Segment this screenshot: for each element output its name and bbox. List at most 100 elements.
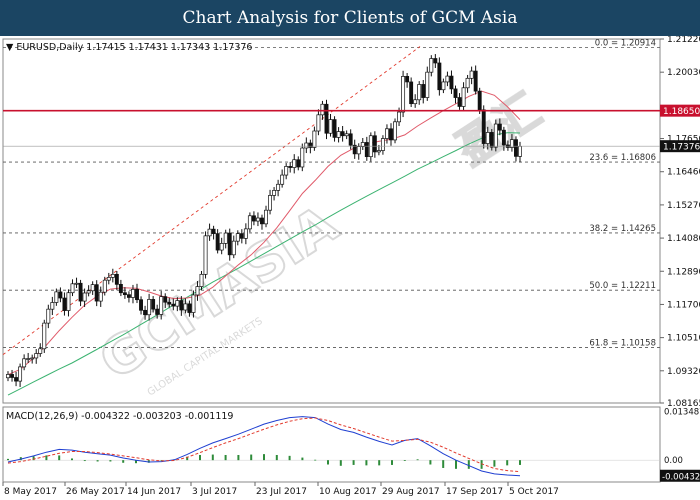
macd-histogram-bar [314, 459, 317, 461]
candle-body [82, 292, 87, 302]
candle-body [348, 133, 353, 146]
candle-body [380, 138, 385, 151]
candle-body [151, 299, 156, 310]
candle-body [26, 358, 31, 360]
x-tick-label: 23 Jul 2017 [256, 487, 307, 497]
candle-body [118, 284, 123, 294]
macd-histogram-bar [122, 460, 125, 463]
macd-histogram-bar [250, 454, 253, 461]
candle-body [393, 121, 397, 141]
fib-label: 50.0 = 1.12211 [589, 281, 656, 291]
candle-body [18, 366, 23, 382]
candle-body [239, 233, 244, 239]
y-tick-label: 1.21220 [667, 36, 700, 45]
candle-body [344, 133, 349, 137]
candle-body [288, 166, 293, 168]
candle-body [280, 174, 285, 185]
candle-body [199, 273, 204, 287]
candle-body [461, 87, 466, 107]
candle-body [135, 289, 139, 301]
candle-body [413, 99, 418, 105]
candle-body [429, 58, 434, 73]
candle-body [481, 109, 486, 144]
candle-body [316, 114, 321, 132]
candle-body [493, 123, 498, 148]
candle-body [195, 286, 200, 296]
candle-body [94, 284, 99, 302]
macd-histogram-bar [96, 460, 99, 462]
candle-body [30, 357, 35, 360]
candle-body [465, 77, 470, 89]
candle-body [433, 58, 438, 64]
candle-body [268, 195, 272, 211]
macd-histogram-bar [442, 460, 445, 468]
x-tick-label: 3 Jul 2017 [192, 487, 237, 497]
candle-body [131, 289, 135, 298]
x-tick-label: 5 Oct 2017 [509, 487, 559, 497]
candle-body [175, 300, 180, 307]
macd-histogram-bar [391, 460, 393, 465]
macd-histogram-bar [275, 454, 278, 461]
candle-body [509, 139, 514, 148]
candle-body [243, 228, 248, 239]
ma-fast-line [7, 90, 521, 376]
macd-histogram-bar [7, 458, 9, 461]
y-tick-label: 1.16460 [667, 168, 700, 178]
x-tick-label: 17 Sep 2017 [446, 487, 503, 497]
candle-body [58, 291, 63, 299]
macd-histogram-bar [186, 456, 189, 461]
macd-tick-label: 0.00 [664, 456, 683, 466]
candle-body [300, 147, 305, 168]
candle-body [489, 132, 494, 148]
candle-body [38, 348, 43, 354]
candle-body [276, 183, 281, 191]
candle-body [284, 166, 289, 176]
candle-body [46, 308, 51, 324]
x-tick-label: 14 Jun 2017 [127, 487, 181, 497]
y-tick-label: 1.11700 [667, 300, 700, 310]
candle-body [296, 159, 301, 168]
candle-body [6, 374, 10, 379]
candle-body [473, 70, 478, 92]
y-tick-label: 1.12890 [667, 267, 700, 277]
macd-histogram-bar [109, 460, 112, 462]
current-price-badge [660, 140, 700, 153]
candle-body [352, 144, 357, 155]
candle-body [187, 303, 192, 313]
macd-tick-label: 0.013487 [664, 408, 700, 418]
candle-body [328, 119, 333, 134]
macd-histogram-bar [135, 460, 137, 464]
macd-histogram-bar [467, 460, 470, 469]
macd-value-label: -0.004322 [662, 472, 700, 482]
candle-body [457, 97, 462, 107]
macd-indicator: 0.013487 0.00 -0.004322 [3, 408, 700, 482]
macd-histogram-bar [519, 460, 521, 465]
candle-body [397, 111, 402, 123]
candle-body [163, 296, 168, 303]
candle-body [336, 131, 341, 138]
candle-body [385, 128, 389, 139]
candle-body [518, 145, 522, 157]
banner-title: Chart Analysis for Clients of GCM Asia [182, 8, 518, 28]
candle-body [171, 303, 176, 307]
candle-body [453, 88, 458, 98]
candle-body [98, 291, 103, 302]
y-tick-label: 1.10510 [667, 334, 700, 344]
x-tick-label: 10 Aug 2017 [319, 487, 377, 497]
candle-body [102, 279, 107, 293]
candle-body [364, 142, 369, 158]
candle-body [417, 84, 422, 101]
candle-body [320, 103, 325, 116]
candle-body [106, 277, 111, 281]
chart-title-banner: Chart Analysis for Clients of GCM Asia [0, 0, 700, 36]
price-axis: 1.21220 1.20030 1.17650 1.16460 1.15270 1.140… [660, 36, 700, 409]
signal-line [7, 417, 521, 473]
candle-body [215, 233, 220, 251]
candle-body [324, 103, 329, 134]
symbol-header: ▼ EURUSD,Daily 1.17415 1.17431 1.17343 1… [6, 42, 252, 53]
macd-histogram-bar [45, 455, 48, 461]
candle-body [256, 217, 260, 222]
candle-body [260, 217, 264, 225]
macd-histogram-bar [288, 455, 291, 461]
y-tick-label: 1.20030 [667, 68, 700, 78]
